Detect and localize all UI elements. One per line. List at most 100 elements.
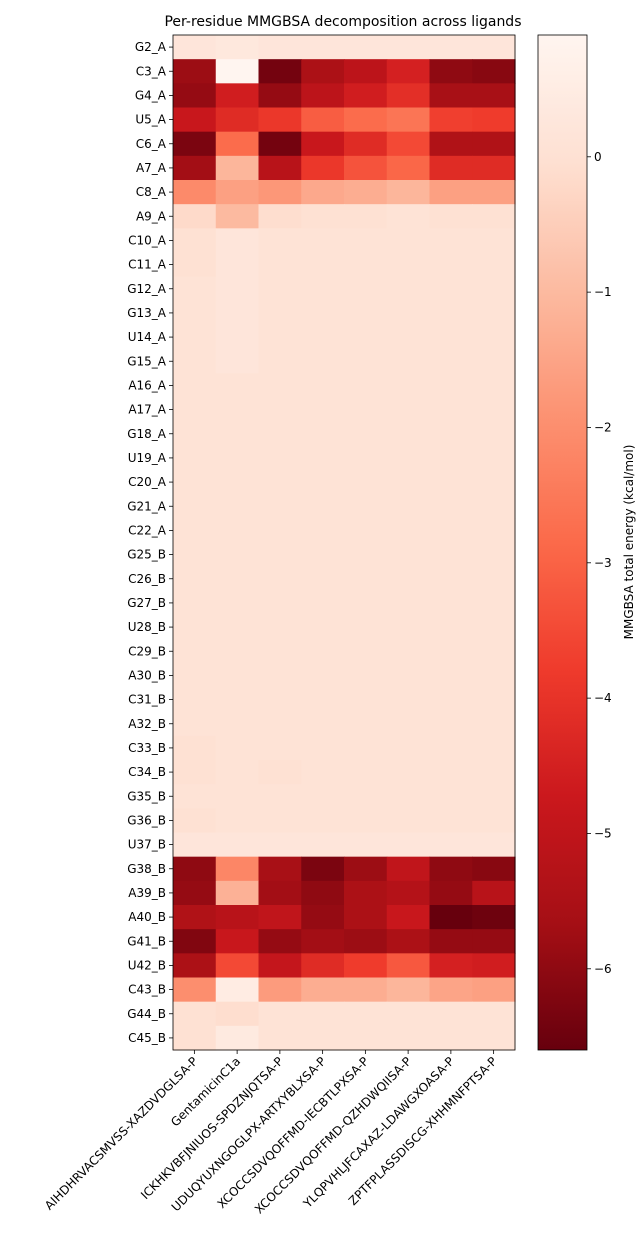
heatmap-cell	[429, 905, 473, 930]
heatmap-cell	[258, 639, 302, 664]
heatmap-cell	[429, 252, 473, 278]
column-label: XCOCCSDVQOFFMD-IECBTLPXSA-P	[215, 1054, 372, 1211]
heatmap-cell	[472, 784, 516, 809]
heatmap-cell	[386, 421, 431, 447]
heatmap-cell	[258, 180, 302, 205]
colorbar-tick-label: −4	[594, 691, 612, 705]
heatmap-cell	[386, 325, 431, 350]
heatmap-cell	[472, 470, 516, 495]
heatmap-cell	[215, 228, 260, 254]
heatmap-cell	[215, 421, 260, 447]
heatmap-cell	[173, 349, 217, 374]
heatmap-cell	[258, 590, 302, 616]
heatmap-cell	[173, 1001, 217, 1027]
heatmap-cell	[386, 494, 431, 519]
heatmap-cell	[344, 590, 388, 616]
heatmap-cell	[258, 518, 302, 544]
row-label: C11_A	[128, 258, 167, 272]
heatmap-cell	[472, 373, 516, 399]
heatmap-cell	[344, 542, 388, 568]
heatmap-cell	[215, 953, 260, 979]
heatmap-cell	[429, 228, 473, 254]
heatmap-cell	[429, 590, 473, 616]
heatmap-cell	[173, 397, 217, 423]
heatmap-cell	[472, 590, 516, 616]
heatmap-cell	[258, 905, 302, 930]
heatmap-cell	[472, 83, 516, 109]
heatmap-cell	[258, 228, 302, 254]
heatmap-cell	[215, 155, 260, 181]
heatmap-cell	[472, 300, 516, 326]
heatmap-cell	[344, 953, 388, 979]
heatmap-cell	[429, 349, 473, 374]
heatmap-cell	[215, 687, 260, 713]
row-label: G4_A	[135, 88, 167, 102]
heatmap-cell	[215, 905, 260, 930]
column-label: UDUQYUXNGOGLPX-ARTXYBLXSA-P	[169, 1054, 329, 1214]
heatmap-cell	[386, 880, 431, 906]
row-labels: G2_A C3_A G4_A U5_A C6_A A7_A C8_A A9_A C10_A C11…	[127, 40, 173, 1045]
heatmap-cell	[301, 252, 345, 278]
heatmap-cell	[429, 445, 473, 471]
heatmap-cell	[173, 760, 217, 785]
heatmap-cell	[258, 566, 302, 592]
colorbar-tick-label: 0	[594, 150, 602, 164]
heatmap-cell	[258, 711, 302, 737]
heatmap-cell	[344, 615, 388, 640]
heatmap-cell	[429, 760, 473, 785]
heatmap-cell	[429, 687, 473, 713]
heatmap-cell	[215, 349, 260, 374]
heatmap-cell	[344, 131, 388, 157]
heatmap-cell	[429, 180, 473, 205]
heatmap-cell	[258, 1001, 302, 1027]
row-label: G38_B	[127, 862, 166, 876]
heatmap-cell	[173, 590, 217, 616]
row-label: A9_A	[136, 209, 167, 223]
heatmap-cell	[215, 107, 260, 133]
heatmap-cell	[386, 735, 431, 761]
heatmap-cell	[472, 35, 516, 60]
heatmap-cell	[472, 59, 516, 84]
heatmap-cell	[429, 566, 473, 592]
heatmap-cell	[258, 445, 302, 471]
heatmap-cell	[215, 566, 260, 592]
heatmap-cell	[258, 204, 302, 229]
colorbar	[537, 34, 588, 1051]
heatmap-cell	[344, 832, 388, 858]
row-label: G41_B	[127, 934, 166, 948]
row-label: U37_B	[128, 838, 166, 852]
heatmap-cell	[429, 735, 473, 761]
heatmap-cell	[301, 349, 345, 374]
heatmap-cell	[258, 276, 302, 302]
row-label: C26_B	[128, 572, 166, 586]
heatmap-cell	[472, 856, 516, 882]
heatmap-cell	[429, 107, 473, 133]
heatmap-cell	[258, 349, 302, 374]
heatmap-cell	[386, 953, 431, 979]
heatmap-cell	[258, 880, 302, 906]
row-label: U42_B	[128, 958, 166, 972]
heatmap-cell	[301, 83, 345, 109]
heatmap-cell	[301, 639, 345, 664]
heatmap-cell	[215, 1001, 260, 1027]
heatmap-cell	[344, 711, 388, 737]
heatmap-cell	[472, 663, 516, 689]
heatmap-cell	[386, 856, 431, 882]
heatmap-cell	[472, 228, 516, 254]
heatmap-cell	[429, 35, 473, 60]
heatmap-cell	[344, 687, 388, 713]
heatmap-cell	[301, 518, 345, 544]
heatmap-cell	[472, 180, 516, 205]
heatmap-cell	[344, 880, 388, 906]
heatmap-cell	[344, 518, 388, 544]
heatmap-cell	[301, 542, 345, 568]
heatmap-cell	[429, 615, 473, 640]
heatmap-cell	[301, 397, 345, 423]
heatmap-cell	[301, 421, 345, 447]
row-label: C45_B	[128, 1031, 166, 1045]
heatmap-cell	[344, 929, 388, 954]
row-label: C10_A	[128, 233, 167, 247]
heatmap-cell	[386, 832, 431, 858]
heatmap-cell	[429, 1025, 473, 1051]
colorbar-tick-label: −6	[594, 962, 612, 976]
